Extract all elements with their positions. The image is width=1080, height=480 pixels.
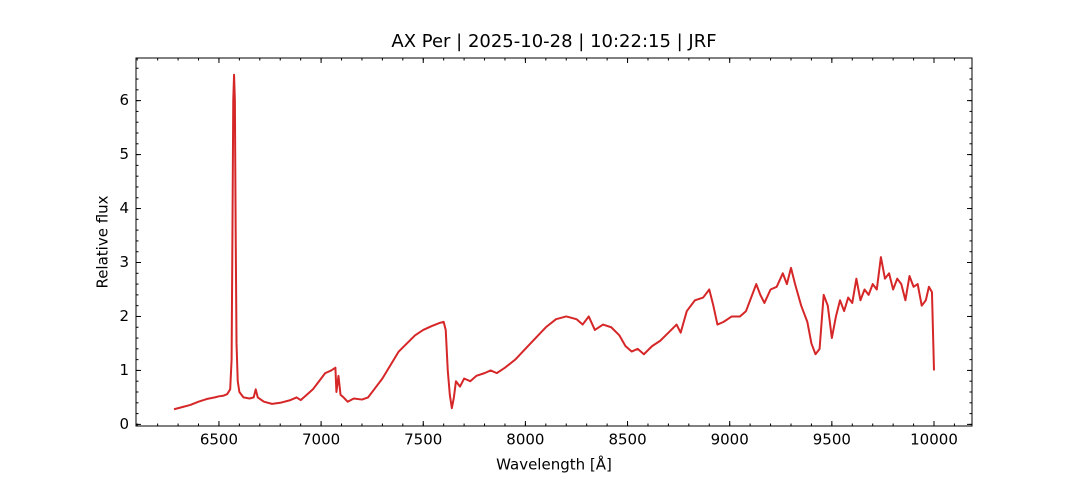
x-tick-label: 6500 <box>200 431 238 449</box>
x-axis-label: Wavelength [Å] <box>496 455 612 474</box>
y-tick-label: 5 <box>119 145 129 163</box>
spectrum-line <box>173 73 935 411</box>
x-tick-label: 8000 <box>506 431 544 449</box>
x-tick-label: 9500 <box>813 431 851 449</box>
chart-title: AX Per | 2025-10-28 | 10:22:15 | JRF <box>391 31 716 52</box>
y-axis-label: Relative flux <box>94 195 112 288</box>
y-tick-label: 2 <box>119 307 129 325</box>
y-tick-label: 6 <box>119 91 129 109</box>
x-tick-label: 7000 <box>302 431 340 449</box>
y-tick-label: 3 <box>119 253 129 271</box>
x-tick-label: 7500 <box>404 431 442 449</box>
x-tick-label: 8500 <box>608 431 646 449</box>
x-tick-label: 9000 <box>711 431 749 449</box>
x-tick-label: 10000 <box>910 431 958 449</box>
y-tick-label: 1 <box>119 361 129 379</box>
y-tick-label: 0 <box>119 415 129 433</box>
y-tick-label: 4 <box>119 199 129 217</box>
plot-frame <box>135 57 973 427</box>
